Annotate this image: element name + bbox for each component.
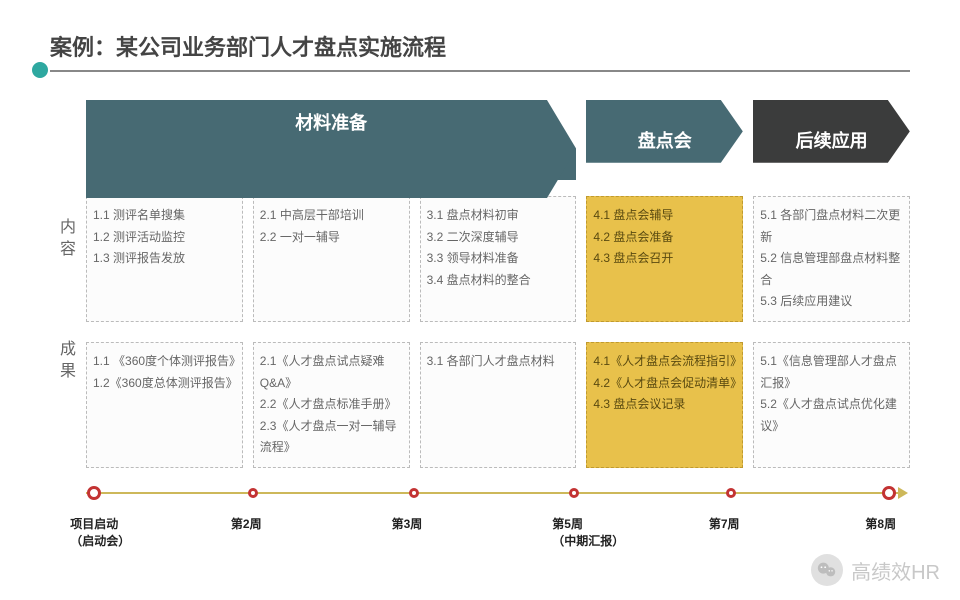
phase-arrow-meeting: 盘点会	[586, 100, 743, 180]
card-line: 3.4 盘点材料的整合	[427, 270, 570, 292]
timeline-dot-icon	[87, 486, 101, 500]
card-line: 4.1《人才盘点会流程指引》	[593, 351, 736, 373]
accent-dot-icon	[32, 62, 48, 78]
content-card-2: 2.1 中高层干部培训2.2 一对一辅导	[253, 196, 410, 322]
card-line: 2.1 中高层干部培训	[260, 205, 403, 227]
card-line: 1.1 《360度个体测评报告》	[93, 351, 236, 373]
timeline-dot-icon	[882, 486, 896, 500]
card-line: 2.2《人才盘点标准手册》	[260, 394, 403, 416]
card-line: 4.2 盘点会准备	[593, 227, 736, 249]
result-card-4: 4.1《人才盘点会流程指引》4.2《人才盘点会促动清单》4.3 盘点会议记录	[586, 342, 743, 468]
content-card-3: 3.1 盘点材料初审3.2 二次深度辅导3.3 领导材料准备3.4 盘点材料的整…	[420, 196, 577, 322]
timeline-label: 第8周	[865, 516, 896, 533]
watermark-text: 高绩效HR	[851, 556, 940, 585]
phase-arrow-followup: 后续应用	[753, 100, 910, 180]
card-line: 5.1《信息管理部人才盘点汇报》	[760, 351, 903, 394]
card-line: 3.1 盘点材料初审	[427, 205, 570, 227]
card-line: 1.2《360度总体测评报告》	[93, 373, 236, 395]
card-line: 1.2 测评活动监控	[93, 227, 236, 249]
page-title: 案例：某公司业务部门人才盘点实施流程	[50, 30, 446, 62]
row-label-result: 成果	[50, 296, 86, 426]
card-line: 2.2 一对一辅导	[260, 227, 403, 249]
timeline-label: 第3周	[392, 516, 423, 533]
wechat-icon	[811, 554, 843, 586]
card-line: 5.2 信息管理部盘点材料整合	[760, 248, 903, 291]
columns-grid: 材料准备 360度测评 辅导与培训 盘点材料审核 盘点会	[86, 100, 910, 468]
row-label-content: 内容	[50, 182, 86, 296]
timeline-line-icon	[86, 492, 900, 494]
card-line: 1.1 测评名单搜集	[93, 205, 236, 227]
card-line: 3.2 二次深度辅导	[427, 227, 570, 249]
timeline-label: 第2周	[231, 516, 262, 533]
timeline-dot-icon	[726, 488, 736, 498]
timeline-dot-icon	[248, 488, 258, 498]
result-card-1: 1.1 《360度个体测评报告》1.2《360度总体测评报告》	[86, 342, 243, 468]
content-card-4: 4.1 盘点会辅导4.2 盘点会准备4.3 盘点会召开	[586, 196, 743, 322]
card-line: 2.3《人才盘点一对一辅导流程》	[260, 416, 403, 459]
card-line: 4.3 盘点会议记录	[593, 394, 736, 416]
card-line: 5.2《人才盘点试点优化建议》	[760, 394, 903, 437]
watermark: 高绩效HR	[811, 554, 940, 586]
title-row: 案例：某公司业务部门人才盘点实施流程	[50, 30, 910, 72]
card-line: 3.3 领导材料准备	[427, 248, 570, 270]
row-labels: 内容 成果	[50, 100, 86, 468]
timeline-label: 项目启动（启动会）	[70, 516, 130, 550]
card-line: 3.1 各部门人才盘点材料	[427, 351, 570, 373]
result-card-3: 3.1 各部门人才盘点材料	[420, 342, 577, 468]
content-card-1: 1.1 测评名单搜集1.2 测评活动监控1.3 测评报告发放	[86, 196, 243, 322]
timeline-label: 第5周（中期汇报）	[552, 516, 624, 550]
card-line: 1.3 测评报告发放	[93, 248, 236, 270]
timeline-label: 第7周	[709, 516, 740, 533]
card-line: 4.1 盘点会辅导	[593, 205, 736, 227]
timeline-labels: 项目启动（启动会）第2周第3周第5周（中期汇报）第7周第8周	[86, 516, 910, 556]
card-line: 2.1《人才盘点试点疑难Q&A》	[260, 351, 403, 394]
card-line: 4.2《人才盘点会促动清单》	[593, 373, 736, 395]
phase-arrow-prep: 材料准备	[86, 100, 576, 144]
card-line: 5.1 各部门盘点材料二次更新	[760, 205, 903, 248]
timeline-dot-icon	[409, 488, 419, 498]
result-card-5: 5.1《信息管理部人才盘点汇报》5.2《人才盘点试点优化建议》	[753, 342, 910, 468]
card-line: 4.3 盘点会召开	[593, 248, 736, 270]
card-line: 5.3 后续应用建议	[760, 291, 903, 313]
timeline-dot-icon	[569, 488, 579, 498]
content-card-5: 5.1 各部门盘点材料二次更新5.2 信息管理部盘点材料整合5.3 后续应用建议	[753, 196, 910, 322]
timeline	[86, 486, 910, 516]
result-card-2: 2.1《人才盘点试点疑难Q&A》2.2《人才盘点标准手册》2.3《人才盘点一对一…	[253, 342, 410, 468]
